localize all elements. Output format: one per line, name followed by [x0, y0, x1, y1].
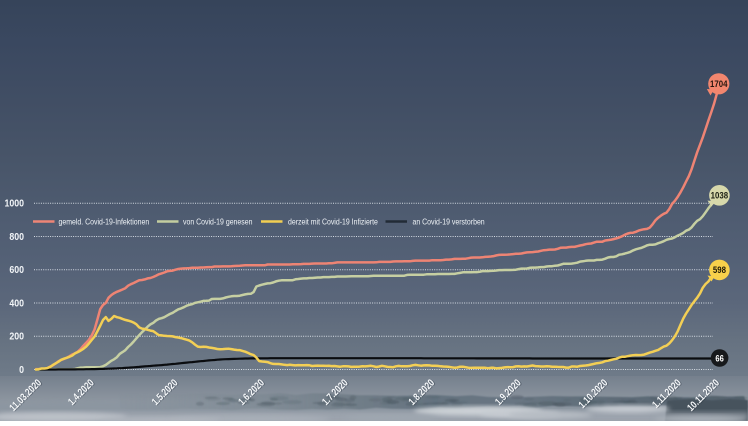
svg-text:66: 66 — [715, 353, 724, 364]
svg-text:1.11.2020: 1.11.2020 — [650, 377, 683, 410]
svg-text:1.6.2020: 1.6.2020 — [236, 377, 266, 407]
svg-text:11.03.2020: 11.03.2020 — [7, 377, 43, 413]
svg-text:1038: 1038 — [711, 190, 729, 201]
svg-text:598: 598 — [713, 264, 726, 275]
svg-text:400: 400 — [9, 298, 24, 310]
svg-text:von Covid-19 genesen: von Covid-19 genesen — [183, 217, 252, 227]
svg-text:10.11.2020: 10.11.2020 — [685, 377, 721, 413]
svg-text:1.4.2020: 1.4.2020 — [66, 377, 96, 407]
svg-text:1.8.2020: 1.8.2020 — [406, 377, 436, 407]
svg-text:an Covid-19 verstorben: an Covid-19 verstorben — [412, 217, 484, 227]
svg-text:1.10.2020: 1.10.2020 — [576, 377, 609, 410]
svg-text:800: 800 — [9, 231, 24, 243]
svg-text:1.5.2020: 1.5.2020 — [150, 377, 180, 407]
svg-text:1704: 1704 — [710, 78, 728, 89]
svg-text:0: 0 — [19, 364, 24, 376]
svg-text:600: 600 — [9, 265, 24, 277]
svg-text:derzeit mit Covid-19 Infiziert: derzeit mit Covid-19 Infizierte — [288, 217, 378, 227]
svg-text:1000: 1000 — [5, 198, 24, 210]
svg-text:gemeld. Covid-19-Infektionen: gemeld. Covid-19-Infektionen — [58, 217, 149, 227]
svg-text:1.9.2020: 1.9.2020 — [493, 377, 523, 407]
svg-text:200: 200 — [9, 331, 24, 343]
svg-text:1.7.2020: 1.7.2020 — [320, 377, 350, 407]
